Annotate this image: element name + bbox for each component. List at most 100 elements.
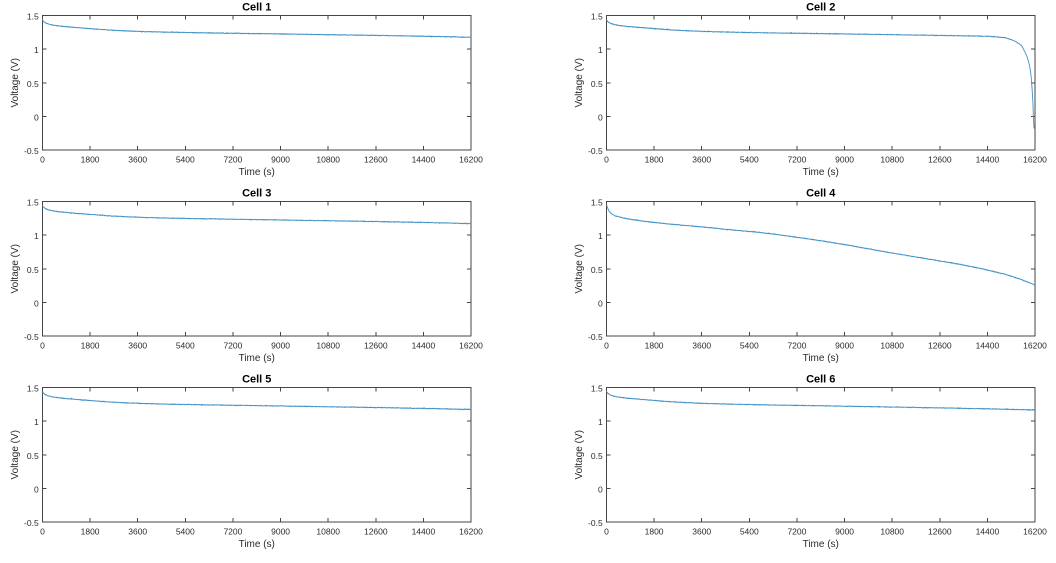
- svg-text:Cell 2: Cell 2: [806, 2, 835, 14]
- svg-text:12600: 12600: [364, 527, 388, 537]
- svg-text:10800: 10800: [880, 155, 904, 165]
- svg-text:0.5: 0.5: [591, 265, 603, 275]
- svg-text:0: 0: [34, 484, 39, 494]
- svg-text:16200: 16200: [459, 341, 483, 351]
- svg-text:16200: 16200: [1023, 341, 1047, 351]
- svg-text:0.5: 0.5: [27, 79, 39, 89]
- svg-text:1800: 1800: [645, 527, 664, 537]
- svg-text:1.5: 1.5: [27, 12, 39, 22]
- svg-text:14400: 14400: [976, 155, 1000, 165]
- svg-text:7200: 7200: [787, 341, 806, 351]
- svg-text:Cell 3: Cell 3: [242, 188, 271, 200]
- svg-text:12600: 12600: [928, 527, 952, 537]
- svg-text:-0.5: -0.5: [588, 518, 603, 528]
- svg-text:9000: 9000: [835, 527, 854, 537]
- svg-text:Voltage (V): Voltage (V): [10, 430, 21, 479]
- svg-text:12600: 12600: [928, 155, 952, 165]
- svg-text:9000: 9000: [835, 341, 854, 351]
- svg-text:0.5: 0.5: [591, 451, 603, 461]
- svg-text:1.5: 1.5: [27, 384, 39, 394]
- svg-text:Cell 6: Cell 6: [806, 374, 835, 386]
- svg-text:3600: 3600: [128, 527, 147, 537]
- svg-text:1800: 1800: [81, 155, 100, 165]
- svg-text:16200: 16200: [1023, 155, 1047, 165]
- svg-text:5400: 5400: [740, 527, 759, 537]
- svg-text:Voltage (V): Voltage (V): [574, 58, 585, 107]
- svg-text:1: 1: [34, 417, 39, 427]
- svg-text:10800: 10800: [316, 527, 340, 537]
- svg-text:-0.5: -0.5: [24, 518, 39, 528]
- svg-text:9000: 9000: [271, 527, 290, 537]
- svg-text:14400: 14400: [412, 341, 436, 351]
- svg-text:Time (s): Time (s): [239, 353, 275, 364]
- svg-text:0: 0: [604, 155, 609, 165]
- svg-text:0: 0: [598, 298, 603, 308]
- svg-text:Time (s): Time (s): [803, 167, 839, 178]
- svg-text:14400: 14400: [976, 341, 1000, 351]
- svg-text:Cell 1: Cell 1: [242, 2, 271, 14]
- svg-text:1800: 1800: [81, 527, 100, 537]
- svg-text:12600: 12600: [364, 155, 388, 165]
- svg-text:0: 0: [598, 484, 603, 494]
- svg-text:1.5: 1.5: [591, 198, 603, 208]
- svg-text:0.5: 0.5: [27, 265, 39, 275]
- svg-text:0: 0: [40, 341, 45, 351]
- svg-text:14400: 14400: [412, 527, 436, 537]
- svg-text:Time (s): Time (s): [803, 539, 839, 550]
- svg-text:5400: 5400: [740, 341, 759, 351]
- svg-text:1.5: 1.5: [27, 198, 39, 208]
- svg-text:7200: 7200: [787, 527, 806, 537]
- svg-text:0: 0: [604, 527, 609, 537]
- svg-text:Cell 5: Cell 5: [242, 374, 271, 386]
- svg-text:16200: 16200: [459, 527, 483, 537]
- svg-text:1: 1: [598, 417, 603, 427]
- svg-text:3600: 3600: [128, 341, 147, 351]
- svg-text:9000: 9000: [271, 341, 290, 351]
- svg-text:0: 0: [34, 112, 39, 122]
- svg-text:Voltage (V): Voltage (V): [10, 244, 21, 293]
- svg-text:0: 0: [604, 341, 609, 351]
- svg-text:1.5: 1.5: [591, 384, 603, 394]
- svg-text:Cell 4: Cell 4: [806, 188, 836, 200]
- svg-text:1800: 1800: [645, 341, 664, 351]
- svg-text:1800: 1800: [645, 155, 664, 165]
- svg-text:1: 1: [34, 45, 39, 55]
- svg-text:0: 0: [598, 112, 603, 122]
- svg-text:0: 0: [34, 298, 39, 308]
- svg-text:10800: 10800: [880, 527, 904, 537]
- svg-text:10800: 10800: [880, 341, 904, 351]
- svg-text:12600: 12600: [928, 341, 952, 351]
- svg-text:3600: 3600: [692, 155, 711, 165]
- svg-text:9000: 9000: [835, 155, 854, 165]
- svg-text:7200: 7200: [223, 527, 242, 537]
- svg-text:7200: 7200: [223, 341, 242, 351]
- svg-text:0.5: 0.5: [27, 451, 39, 461]
- svg-text:0: 0: [40, 155, 45, 165]
- svg-text:-0.5: -0.5: [588, 146, 603, 156]
- svg-text:Time (s): Time (s): [239, 167, 275, 178]
- svg-text:10800: 10800: [316, 155, 340, 165]
- svg-text:1: 1: [598, 231, 603, 241]
- svg-text:3600: 3600: [692, 341, 711, 351]
- svg-text:Time (s): Time (s): [239, 539, 275, 550]
- svg-text:7200: 7200: [223, 155, 242, 165]
- svg-text:Voltage (V): Voltage (V): [10, 58, 21, 107]
- svg-text:5400: 5400: [176, 341, 195, 351]
- svg-text:16200: 16200: [1023, 527, 1047, 537]
- svg-text:Time (s): Time (s): [803, 353, 839, 364]
- svg-text:3600: 3600: [692, 527, 711, 537]
- svg-text:9000: 9000: [271, 155, 290, 165]
- svg-text:-0.5: -0.5: [24, 146, 39, 156]
- svg-text:Voltage (V): Voltage (V): [574, 430, 585, 479]
- svg-text:5400: 5400: [176, 155, 195, 165]
- svg-text:5400: 5400: [740, 155, 759, 165]
- svg-text:1800: 1800: [81, 341, 100, 351]
- svg-text:5400: 5400: [176, 527, 195, 537]
- svg-text:7200: 7200: [787, 155, 806, 165]
- svg-text:1.5: 1.5: [591, 12, 603, 22]
- svg-text:14400: 14400: [412, 155, 436, 165]
- svg-text:-0.5: -0.5: [588, 332, 603, 342]
- svg-text:12600: 12600: [364, 341, 388, 351]
- svg-text:-0.5: -0.5: [24, 332, 39, 342]
- svg-text:0: 0: [40, 527, 45, 537]
